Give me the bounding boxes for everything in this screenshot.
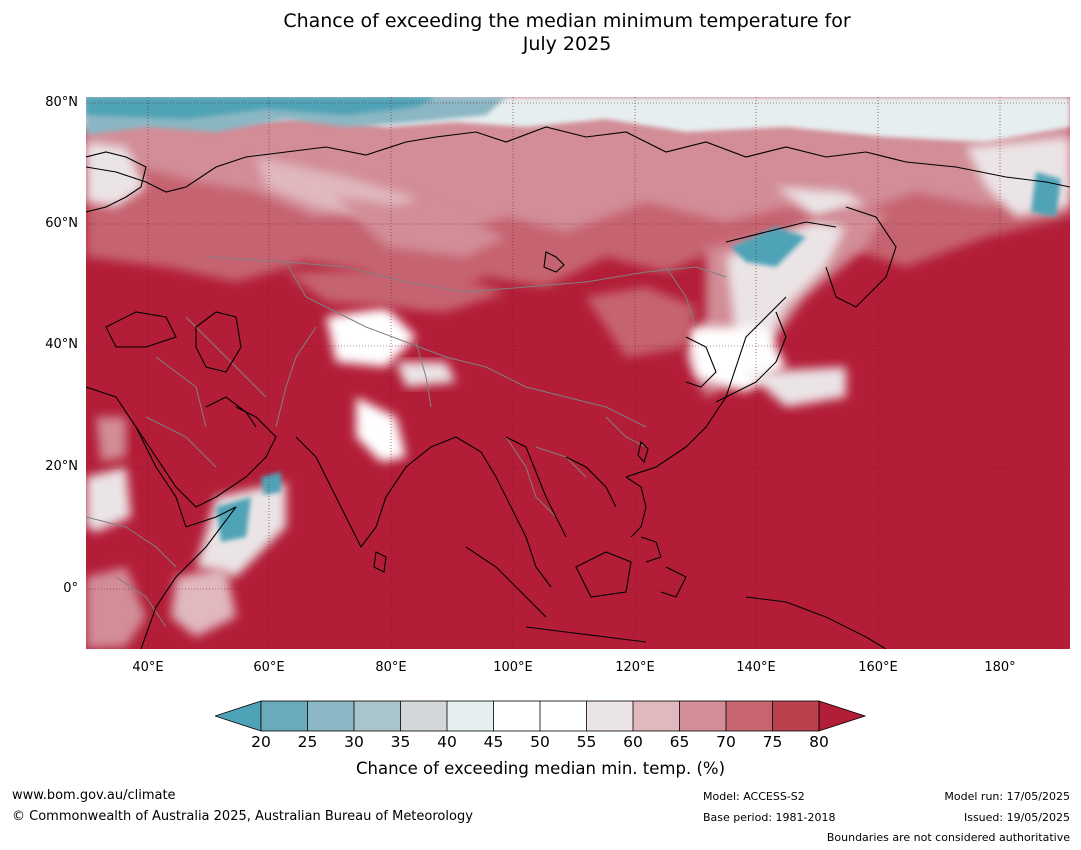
lon-label-120e: 120°E	[615, 660, 655, 675]
colorbar-bin-70-75	[726, 701, 773, 731]
colorbar-bin-50-55	[540, 701, 587, 731]
map-title-line1: Chance of exceeding the median minimum t…	[283, 10, 851, 32]
colorbar-tick-20: 20	[251, 733, 271, 751]
colorbar-bin-45-50	[493, 701, 540, 731]
footer-url[interactable]: www.bom.gov.au/climate	[12, 788, 176, 803]
lat-label-40n: 40°N	[45, 337, 78, 352]
lon-label-140e: 140°E	[736, 660, 776, 675]
footer-model: Model: ACCESS-S2	[703, 790, 805, 803]
colorbar-bin-65-70	[679, 701, 726, 731]
map-title: Chance of exceeding the median minimum t…	[0, 10, 1081, 56]
colorbar-bin-40-45	[447, 701, 494, 731]
graticule	[86, 97, 1070, 649]
footer-disclaimer: Boundaries are not considered authoritat…	[826, 831, 1070, 844]
footer-base-period: Base period: 1981-2018	[703, 811, 836, 824]
lat-label-20n: 20°N	[45, 459, 78, 474]
colorbar-outline	[260, 700, 820, 732]
colorbar-bin-20-25	[261, 701, 308, 731]
colorbar-tick-75: 75	[762, 733, 783, 751]
probability-map	[86, 97, 1070, 649]
country-borders	[86, 256, 727, 628]
colorbar-tick-60: 60	[623, 733, 643, 751]
probability-field-north	[86, 97, 1070, 307]
colorbar-tick-65: 65	[669, 733, 690, 751]
footer-model-run: Model run: 17/05/2025	[944, 790, 1070, 803]
lat-label-60n: 60°N	[45, 216, 78, 231]
lat-label-80n: 80°N	[45, 95, 78, 110]
colorbar-bin-35-40	[400, 701, 447, 731]
map-canvas	[86, 97, 1070, 649]
colorbar-tick-70: 70	[716, 733, 736, 751]
colorbar-tick-55: 55	[576, 733, 597, 751]
lon-label-180: 180°	[984, 660, 1016, 675]
footer-copyright: © Commonwealth of Australia 2025, Austra…	[12, 809, 473, 824]
colorbar-tick-35: 35	[390, 733, 411, 751]
probability-field-arabian-sea	[86, 417, 286, 649]
colorbar-bin-30-35	[354, 701, 401, 731]
lon-label-40e: 40°E	[132, 660, 164, 675]
colorbar-tick-45: 45	[483, 733, 504, 751]
colorbar-bin-60-65	[633, 701, 680, 731]
map-title-line2: July 2025	[522, 33, 612, 55]
colorbar-bin-75-80	[772, 701, 819, 731]
colorbar-extend-high	[818, 700, 866, 732]
colorbar-tick-80: 80	[809, 733, 829, 751]
colorbar-bin-25-30	[307, 701, 354, 731]
colorbar-bin-55-60	[586, 701, 633, 731]
lon-label-80e: 80°E	[375, 660, 407, 675]
colorbar-tick-50: 50	[530, 733, 550, 751]
probability-field-central-asia	[286, 267, 506, 462]
lon-label-100e: 100°E	[493, 660, 533, 675]
colorbar-tick-25: 25	[297, 733, 318, 751]
coastlines	[86, 126, 1070, 649]
lat-label-0: 0°	[63, 581, 78, 596]
colorbar-tick-30: 30	[344, 733, 364, 751]
colorbar-tick-40: 40	[437, 733, 457, 751]
footer-issued: Issued: 19/05/2025	[963, 811, 1070, 824]
lon-label-60e: 60°E	[253, 660, 285, 675]
colorbar	[215, 700, 866, 732]
colorbar-extend-low	[215, 700, 262, 732]
colorbar-label: Chance of exceeding median min. temp. (%…	[355, 759, 726, 778]
lon-label-160e: 160°E	[858, 660, 898, 675]
